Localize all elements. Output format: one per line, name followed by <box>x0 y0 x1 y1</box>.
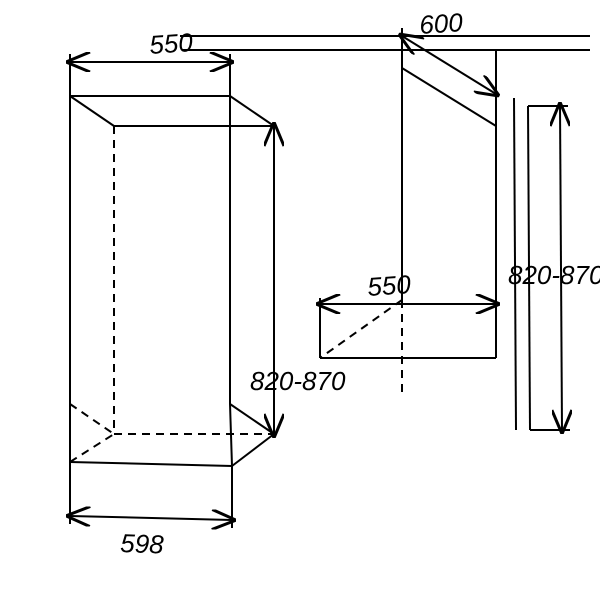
dimension-diagram: 550 598 600 550 820-870 820-870 <box>0 0 600 600</box>
dim-cavity-depth: 550 <box>366 269 412 302</box>
dim-cavity-width: 600 <box>418 7 464 40</box>
dim-cavity-height: 820-870 <box>508 260 600 290</box>
dim-appliance-height: 820-870 <box>250 366 346 396</box>
dim-appliance-width: 598 <box>120 528 165 560</box>
dim-appliance-depth: 550 <box>148 27 194 60</box>
